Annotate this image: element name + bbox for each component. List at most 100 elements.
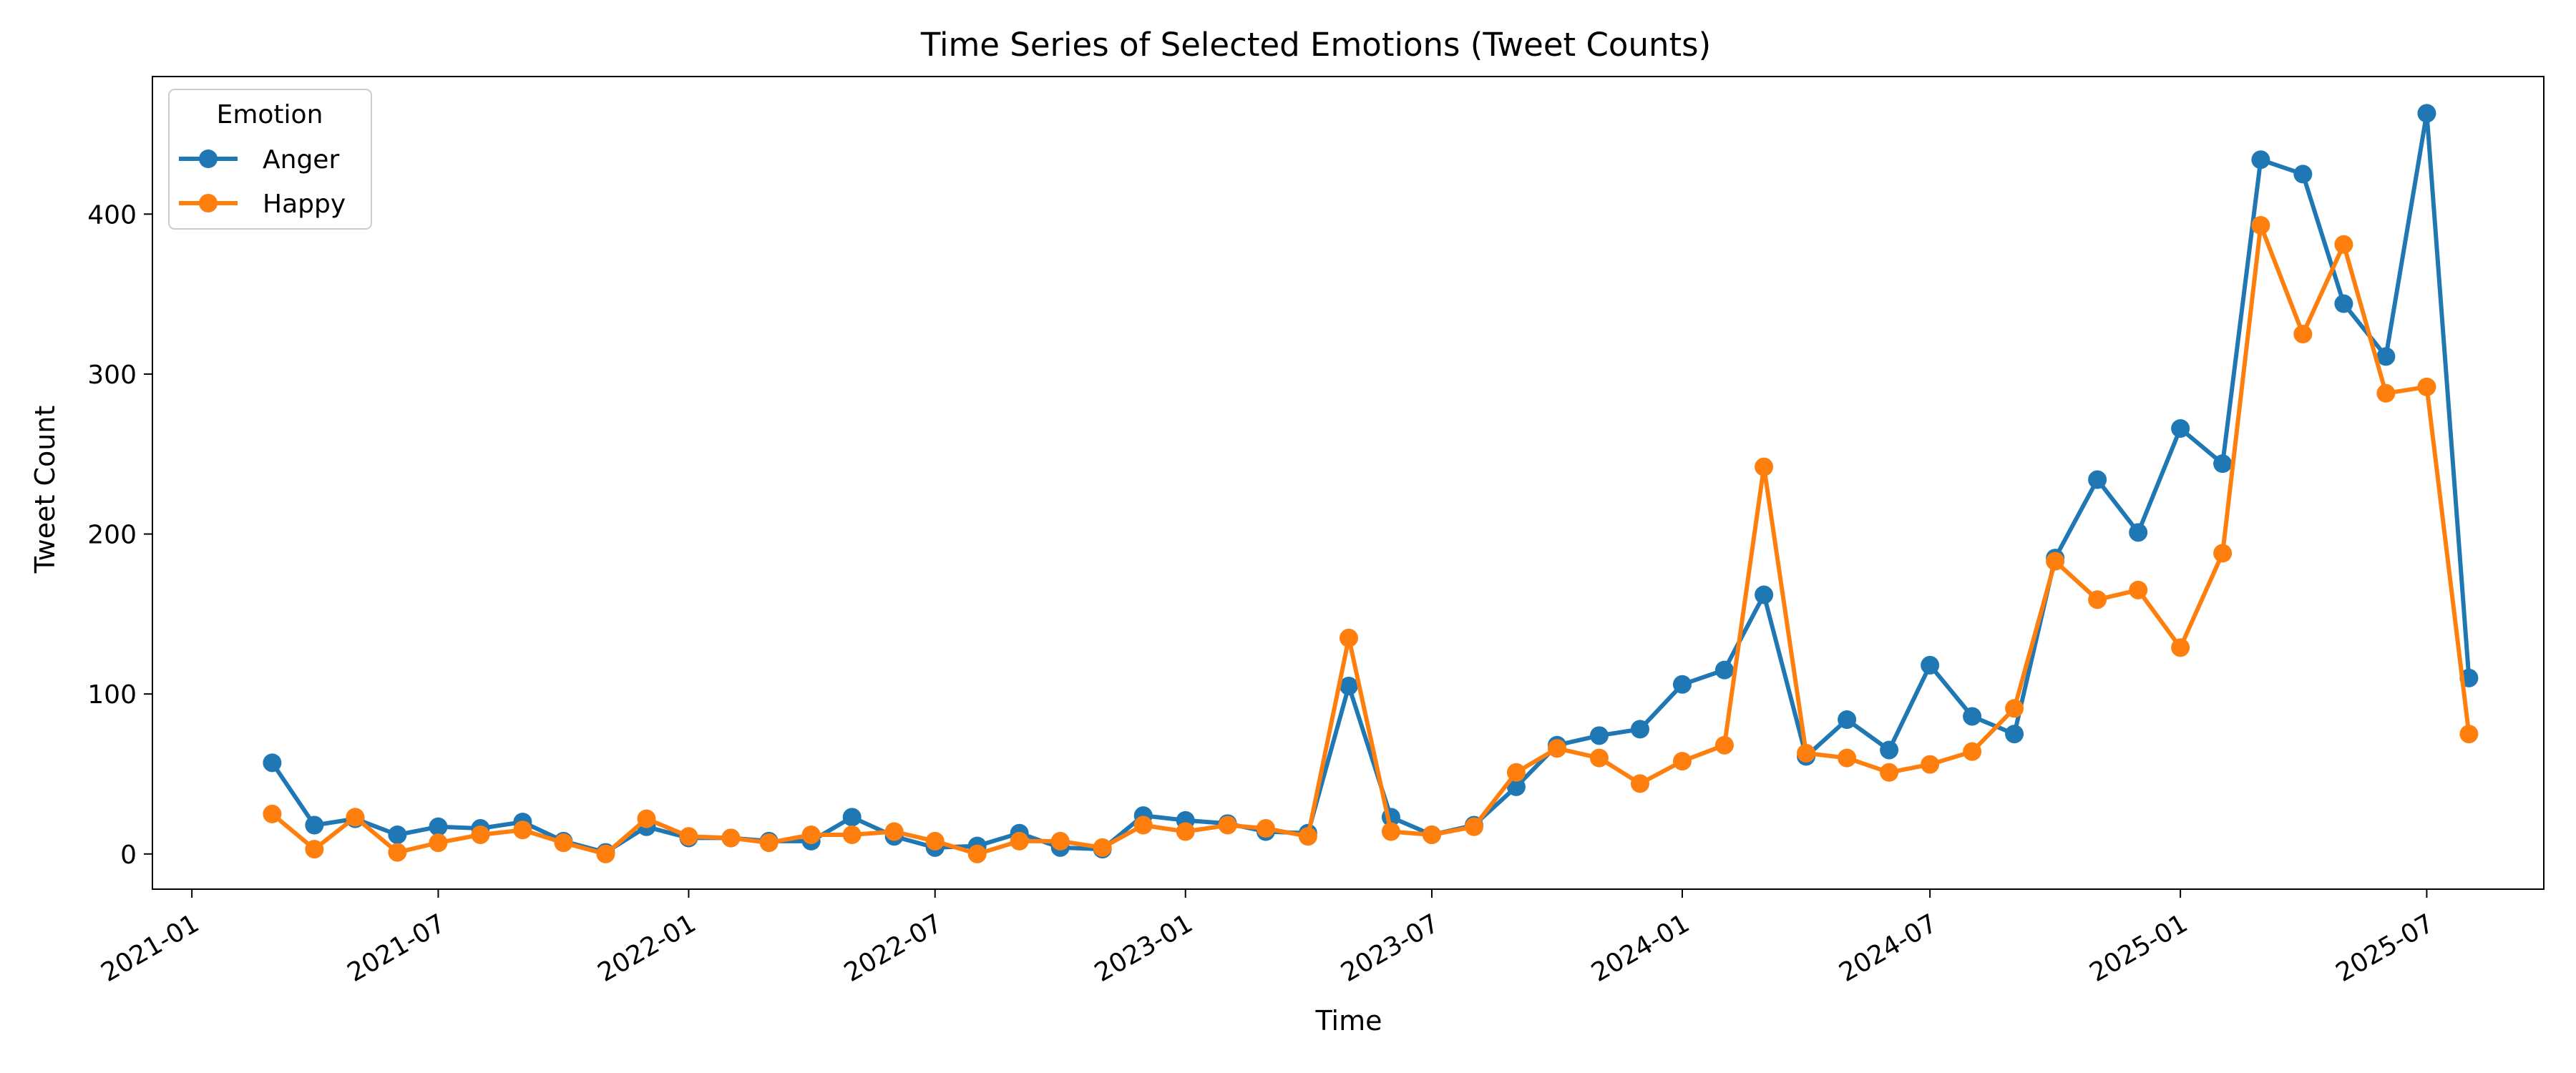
- point-happy: [759, 833, 779, 853]
- x-axis: 2021-01 2021-07 2022-01 2022-07 2023-01 2023-…: [96, 889, 2439, 988]
- point-anger: [1714, 660, 1734, 680]
- point-happy: [1093, 838, 1112, 857]
- point-happy: [1256, 819, 1275, 838]
- point-anger: [1672, 675, 1692, 694]
- point-happy: [1218, 815, 1237, 835]
- point-anger: [1339, 677, 1358, 695]
- point-happy: [801, 825, 821, 844]
- legend-box: [168, 89, 372, 230]
- point-happy: [346, 808, 365, 827]
- point-happy: [925, 831, 945, 851]
- x-tick-label: 2025-01: [2084, 908, 2192, 988]
- point-anger: [305, 815, 324, 835]
- point-happy: [679, 827, 698, 846]
- point-anger: [2129, 523, 2148, 542]
- x-tick-label: 2022-07: [839, 908, 947, 988]
- point-anger: [2005, 725, 2024, 744]
- point-happy: [2005, 699, 2024, 718]
- legend-item-anger: Anger: [179, 145, 339, 175]
- x-tick-label: 2021-07: [343, 908, 451, 988]
- legend-marker: [199, 150, 218, 168]
- point-happy: [2293, 325, 2313, 344]
- point-happy: [2088, 590, 2107, 609]
- point-happy: [596, 844, 615, 863]
- point-happy: [2171, 638, 2190, 657]
- series-anger: [263, 104, 2479, 862]
- point-happy: [967, 844, 987, 863]
- point-happy: [2046, 552, 2065, 571]
- point-anger: [388, 825, 407, 844]
- series-happy: [263, 215, 2479, 863]
- point-happy: [1381, 822, 1400, 841]
- x-tick-label: 2024-01: [1586, 908, 1694, 988]
- point-anger: [2293, 165, 2313, 184]
- point-happy: [429, 833, 448, 853]
- legend-title: Emotion: [217, 100, 323, 129]
- point-happy: [1298, 827, 1317, 846]
- point-anger: [1921, 655, 1940, 675]
- x-axis-label: Time: [1315, 1005, 1382, 1037]
- y-axis: 0 100 200 300 400: [87, 200, 152, 870]
- point-anger: [2088, 470, 2107, 489]
- x-tick-label: 2021-01: [96, 908, 204, 988]
- y-tick-label: 100: [87, 680, 137, 710]
- point-anger: [2376, 347, 2396, 366]
- point-anger: [1880, 740, 1899, 760]
- point-happy: [1631, 774, 1650, 793]
- point-anger: [2417, 104, 2436, 123]
- point-happy: [554, 833, 573, 853]
- point-happy: [263, 804, 282, 823]
- x-tick-label: 2023-07: [1336, 908, 1444, 988]
- point-happy: [637, 809, 656, 828]
- point-happy: [1797, 743, 1816, 763]
- x-tick-label: 2025-07: [2331, 908, 2439, 988]
- point-happy: [1176, 822, 1195, 841]
- point-anger: [2334, 294, 2353, 313]
- y-tick-label: 200: [87, 521, 137, 550]
- point-happy: [2129, 580, 2148, 599]
- point-happy: [1464, 817, 1483, 836]
- point-anger: [1589, 726, 1609, 745]
- point-happy: [513, 820, 532, 840]
- point-anger: [2171, 418, 2190, 438]
- plot-area: [152, 76, 2545, 890]
- point-happy: [2417, 377, 2436, 396]
- point-happy: [1133, 815, 1153, 835]
- legend-item-happy: Happy: [179, 190, 346, 219]
- x-tick-label: 2023-01: [1090, 908, 1198, 988]
- point-anger: [2213, 454, 2233, 474]
- point-happy: [1050, 831, 1070, 851]
- point-anger: [1506, 777, 1526, 796]
- point-happy: [1339, 628, 1358, 647]
- point-happy: [721, 828, 741, 848]
- point-happy: [305, 840, 324, 859]
- point-happy: [1880, 763, 1899, 782]
- point-happy: [1547, 739, 1566, 758]
- point-happy: [842, 825, 862, 844]
- point-happy: [471, 825, 490, 844]
- point-anger: [2251, 150, 2270, 170]
- y-tick-label: 300: [87, 361, 137, 390]
- point-happy: [1589, 748, 1609, 768]
- point-anger: [263, 753, 282, 773]
- point-happy: [1010, 831, 1029, 851]
- point-anger: [842, 808, 862, 827]
- point-happy: [884, 822, 904, 841]
- point-happy: [2334, 235, 2353, 254]
- point-anger: [429, 817, 448, 836]
- y-axis-label: Tweet Count: [29, 406, 61, 574]
- point-anger: [1755, 585, 1774, 604]
- point-happy: [2459, 725, 2479, 744]
- point-happy: [1422, 825, 1441, 844]
- point-anger: [1838, 710, 1857, 729]
- x-tick-label: 2024-07: [1834, 908, 1942, 988]
- legend-label: Happy: [263, 190, 346, 219]
- legend-label: Anger: [263, 145, 339, 175]
- point-happy: [1506, 763, 1526, 782]
- point-anger: [1631, 720, 1650, 739]
- point-happy: [1755, 457, 1774, 476]
- point-happy: [1963, 742, 1982, 761]
- legend: Emotion Anger Happy: [168, 89, 372, 230]
- point-happy: [2213, 544, 2233, 563]
